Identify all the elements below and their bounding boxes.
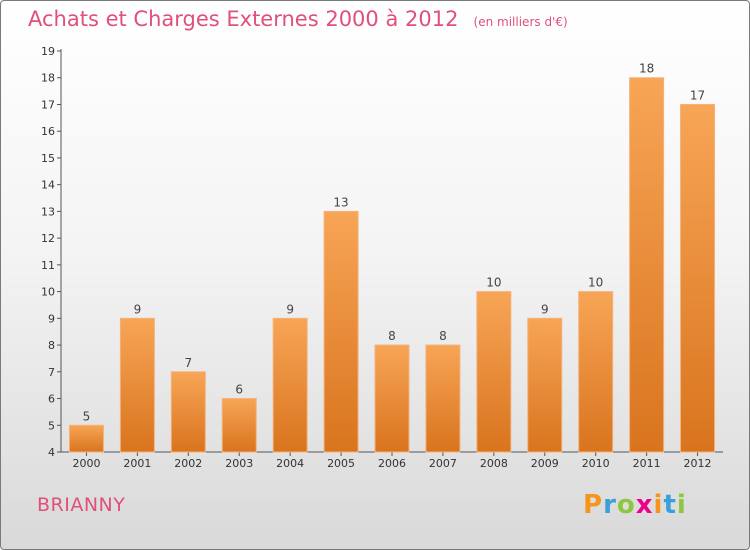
data-label-2006: 8 xyxy=(388,329,396,343)
y-tick-label: 5 xyxy=(48,419,55,432)
y-tick-label: 12 xyxy=(41,232,55,245)
data-label-2002: 7 xyxy=(184,356,192,370)
bar-2004 xyxy=(272,317,308,453)
logo-letter: r xyxy=(603,490,617,520)
x-tick-label-2003: 2003 xyxy=(225,457,253,470)
bar-2005 xyxy=(323,210,359,453)
bar-2000 xyxy=(68,424,104,453)
x-tick-label-2007: 2007 xyxy=(429,457,457,470)
y-tick-label: 7 xyxy=(48,366,55,379)
x-tick-label-2004: 2004 xyxy=(276,457,304,470)
bar-2006 xyxy=(374,344,410,453)
logo-letter: i xyxy=(676,490,687,520)
x-tick-label-2010: 2010 xyxy=(582,457,610,470)
data-label-2010: 10 xyxy=(588,276,603,290)
x-tick-label-2008: 2008 xyxy=(480,457,508,470)
data-label-2005: 13 xyxy=(333,195,348,209)
x-tick-label-2002: 2002 xyxy=(174,457,202,470)
x-tick-label-2001: 2001 xyxy=(123,457,151,470)
y-tick-label: 14 xyxy=(41,179,55,192)
x-tick-label-2000: 2000 xyxy=(72,457,100,470)
data-label-2012: 17 xyxy=(690,88,705,102)
data-label-2000: 5 xyxy=(83,409,91,423)
data-label-2003: 6 xyxy=(235,383,243,397)
y-tick-label: 10 xyxy=(41,286,55,299)
bar-2012 xyxy=(680,103,716,453)
data-label-2001: 9 xyxy=(134,302,142,316)
chart-labels: 5 2000 9 2001 7 2002 6 2003 9 2004 13 2005 8 2006 8 200… xyxy=(72,62,711,470)
x-tick-label-2009: 2009 xyxy=(531,457,559,470)
bar-2010 xyxy=(578,291,614,453)
y-tick-label: 4 xyxy=(48,446,55,459)
y-tick-label: 18 xyxy=(41,72,55,85)
chart-title: Achats et Charges Externes 2000 à 2012 (… xyxy=(28,7,568,31)
chart-bars xyxy=(68,77,716,453)
x-tick-label-2011: 2011 xyxy=(633,457,661,470)
x-tick-label-2006: 2006 xyxy=(378,457,406,470)
y-tick-label: 6 xyxy=(48,393,55,406)
chart-title-unit: (en milliers d'€) xyxy=(473,15,568,29)
bar-2001 xyxy=(119,317,155,453)
proxiti-logo: Proxiti xyxy=(583,490,687,520)
y-tick-label: 8 xyxy=(48,339,55,352)
x-tick-label-2012: 2012 xyxy=(684,457,712,470)
y-tick-label: 11 xyxy=(41,259,55,272)
chart-title-main: Achats et Charges Externes 2000 à 2012 xyxy=(28,7,459,31)
logo-letter: P xyxy=(583,490,604,520)
y-tick-label: 19 xyxy=(41,45,55,58)
data-label-2008: 10 xyxy=(486,276,501,290)
y-tick-label: 17 xyxy=(41,98,55,111)
logo-letter: t xyxy=(663,490,677,520)
y-tick-label: 16 xyxy=(41,125,55,138)
bar-2009 xyxy=(527,317,563,453)
bar-2008 xyxy=(476,291,512,453)
y-tick-label: 9 xyxy=(48,312,55,325)
y-tick-label: 15 xyxy=(41,152,55,165)
commune-name: BRIANNY xyxy=(37,494,126,516)
data-label-2004: 9 xyxy=(286,302,294,316)
y-tick-label: 13 xyxy=(41,205,55,218)
bar-2002 xyxy=(170,371,206,453)
data-label-2009: 9 xyxy=(541,302,549,316)
logo-letter: i xyxy=(653,490,664,520)
bar-2003 xyxy=(221,398,257,453)
logo-letter: o xyxy=(616,490,636,520)
bar-2011 xyxy=(629,77,665,453)
logo-letter: x xyxy=(635,490,654,520)
data-label-2007: 8 xyxy=(439,329,447,343)
x-tick-label-2005: 2005 xyxy=(327,457,355,470)
data-label-2011: 18 xyxy=(639,62,654,76)
bar-2007 xyxy=(425,344,461,453)
